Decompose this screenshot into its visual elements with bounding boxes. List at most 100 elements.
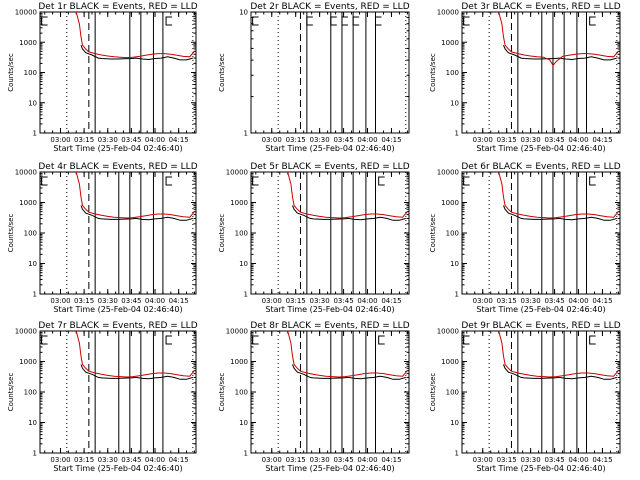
y-tick-label: 1000: [230, 358, 248, 366]
y-tick-label: 1: [455, 450, 459, 458]
x-tick-label: 03:00: [50, 456, 70, 464]
y-tick-label: 100: [235, 230, 248, 238]
x-tick-label: 03:30: [521, 456, 541, 464]
x-tick-label: 04:00: [357, 297, 377, 305]
lld-series-line: [498, 330, 619, 378]
y-tick-label: 10: [239, 9, 248, 17]
x-tick-label: 03:30: [310, 456, 330, 464]
y-tick-label: 1000: [19, 358, 37, 366]
y-tick-label: 10000: [437, 9, 459, 17]
plot-frame: [461, 11, 621, 134]
events-series-line: [80, 45, 193, 61]
x-tick-label: 03:15: [286, 136, 306, 144]
flag-marker: [165, 176, 173, 186]
x-tick-label: 03:15: [497, 297, 517, 305]
x-tick-label: 03:45: [333, 136, 353, 144]
x-tick-label: 03:45: [121, 136, 141, 144]
lld-series-line: [75, 11, 195, 59]
y-tick-label: 1: [33, 450, 37, 458]
plot-frame: [250, 11, 410, 134]
x-tick-label: 03:45: [333, 297, 353, 305]
x-tick-label: 03:30: [98, 456, 118, 464]
x-tick-label: 03:15: [497, 456, 517, 464]
flag-marker: [589, 176, 596, 186]
x-tick-label: 03:45: [544, 297, 564, 305]
events-series-line: [503, 364, 617, 380]
y-tick-label: 1000: [19, 199, 37, 207]
chart-panel-5: Det 5r BLACK = Events, RED = LLD 1 10 100 10…: [218, 162, 410, 314]
y-tick-label: 1: [244, 291, 248, 299]
y-tick-label: 100: [24, 230, 37, 238]
x-tick-label: 04:00: [568, 136, 588, 144]
x-tick-label: 03:00: [262, 136, 282, 144]
x-axis-label: Start Time (25-Feb-04 02:46:40): [265, 144, 394, 153]
x-tick-label: 03:00: [262, 297, 282, 305]
y-tick-label: 100: [446, 389, 459, 397]
y-tick-label: 100: [24, 69, 37, 77]
x-tick-label: 03:45: [121, 456, 141, 464]
lld-series-line: [287, 171, 408, 219]
chart-title: Det 4r BLACK = Events, RED = LLD: [38, 162, 197, 172]
y-axis-label: Counts/sec: [429, 53, 437, 92]
chart-panel-7: Det 7r BLACK = Events, RED = LLD 1 10 100 10…: [7, 321, 198, 473]
x-tick-label: 03:45: [333, 456, 353, 464]
flag-marker: [374, 16, 382, 26]
events-series-line: [80, 364, 193, 380]
x-tick-label: 03:00: [50, 136, 70, 144]
x-tick-label: 04:00: [357, 456, 377, 464]
chart-title: Det 2r BLACK = Events, RED = LLD: [250, 2, 409, 12]
chart-title: Det 7r BLACK = Events, RED = LLD: [38, 321, 197, 331]
x-axis-label: Start Time (25-Feb-04 02:46:40): [476, 464, 605, 473]
x-axis-label: Start Time (25-Feb-04 02:46:40): [53, 144, 182, 153]
x-tick-label: 03:45: [121, 297, 141, 305]
flag-marker: [378, 176, 385, 186]
y-tick-label: 1000: [19, 39, 37, 47]
lld-series-line: [498, 171, 619, 219]
y-tick-label: 1: [455, 130, 459, 138]
y-axis-label: Counts/sec: [7, 53, 15, 92]
events-series-line: [503, 45, 617, 61]
events-series-line: [80, 205, 193, 221]
y-tick-label: 10: [450, 99, 459, 107]
y-tick-label: 1000: [441, 358, 459, 366]
y-axis-label: Counts/sec: [7, 373, 15, 412]
chart-title: Det 1r BLACK = Events, RED = LLD: [38, 2, 197, 12]
x-axis-label: Start Time (25-Feb-04 02:46:40): [476, 144, 605, 153]
plot-frame: [39, 330, 197, 454]
x-tick-label: 04:00: [357, 136, 377, 144]
x-tick-label: 03:00: [262, 456, 282, 464]
x-axis-label: Start Time (25-Feb-04 02:46:40): [53, 305, 182, 314]
flag-marker: [352, 16, 360, 26]
x-tick-label: 03:30: [310, 297, 330, 305]
flag-marker: [378, 335, 385, 345]
x-tick-label: 03:15: [74, 456, 94, 464]
chart-panel-9: Det 9r BLACK = Events, RED = LLD 1 10 100 10…: [429, 321, 621, 473]
x-axis-label: Start Time (25-Feb-04 02:46:40): [53, 464, 182, 473]
y-tick-label: 10: [450, 419, 459, 427]
x-tick-label: 04:00: [145, 136, 165, 144]
y-tick-label: 10: [28, 419, 37, 427]
y-axis-label: Counts/sec: [7, 214, 15, 253]
y-tick-label: 10000: [226, 328, 248, 336]
lld-series-line: [75, 330, 195, 378]
lld-series-line: [498, 11, 619, 67]
x-tick-label: 03:15: [286, 456, 306, 464]
y-axis-label: Counts/sec: [218, 214, 226, 253]
plot-frame: [461, 330, 621, 454]
events-series-line: [292, 364, 406, 380]
chart-panel-2: Det 2r BLACK = Events, RED = LLD 1 10 03:00…: [218, 2, 410, 153]
x-tick-label: 03:00: [473, 456, 493, 464]
x-tick-label: 03:30: [310, 136, 330, 144]
x-tick-label: 03:30: [98, 297, 118, 305]
chart-panel-8: Det 8r BLACK = Events, RED = LLD 1 10 100 10…: [218, 321, 410, 473]
lld-series-line: [287, 330, 408, 378]
chart-panel-3: Det 3r BLACK = Events, RED = LLD 1 10 100 10…: [429, 2, 621, 153]
x-tick-label: 03:30: [98, 136, 118, 144]
x-tick-label: 04:15: [381, 136, 401, 144]
x-tick-label: 03:30: [521, 297, 541, 305]
events-series-line: [503, 205, 617, 221]
y-tick-label: 1000: [230, 199, 248, 207]
flag-marker: [589, 335, 596, 345]
flag-marker: [252, 16, 259, 26]
